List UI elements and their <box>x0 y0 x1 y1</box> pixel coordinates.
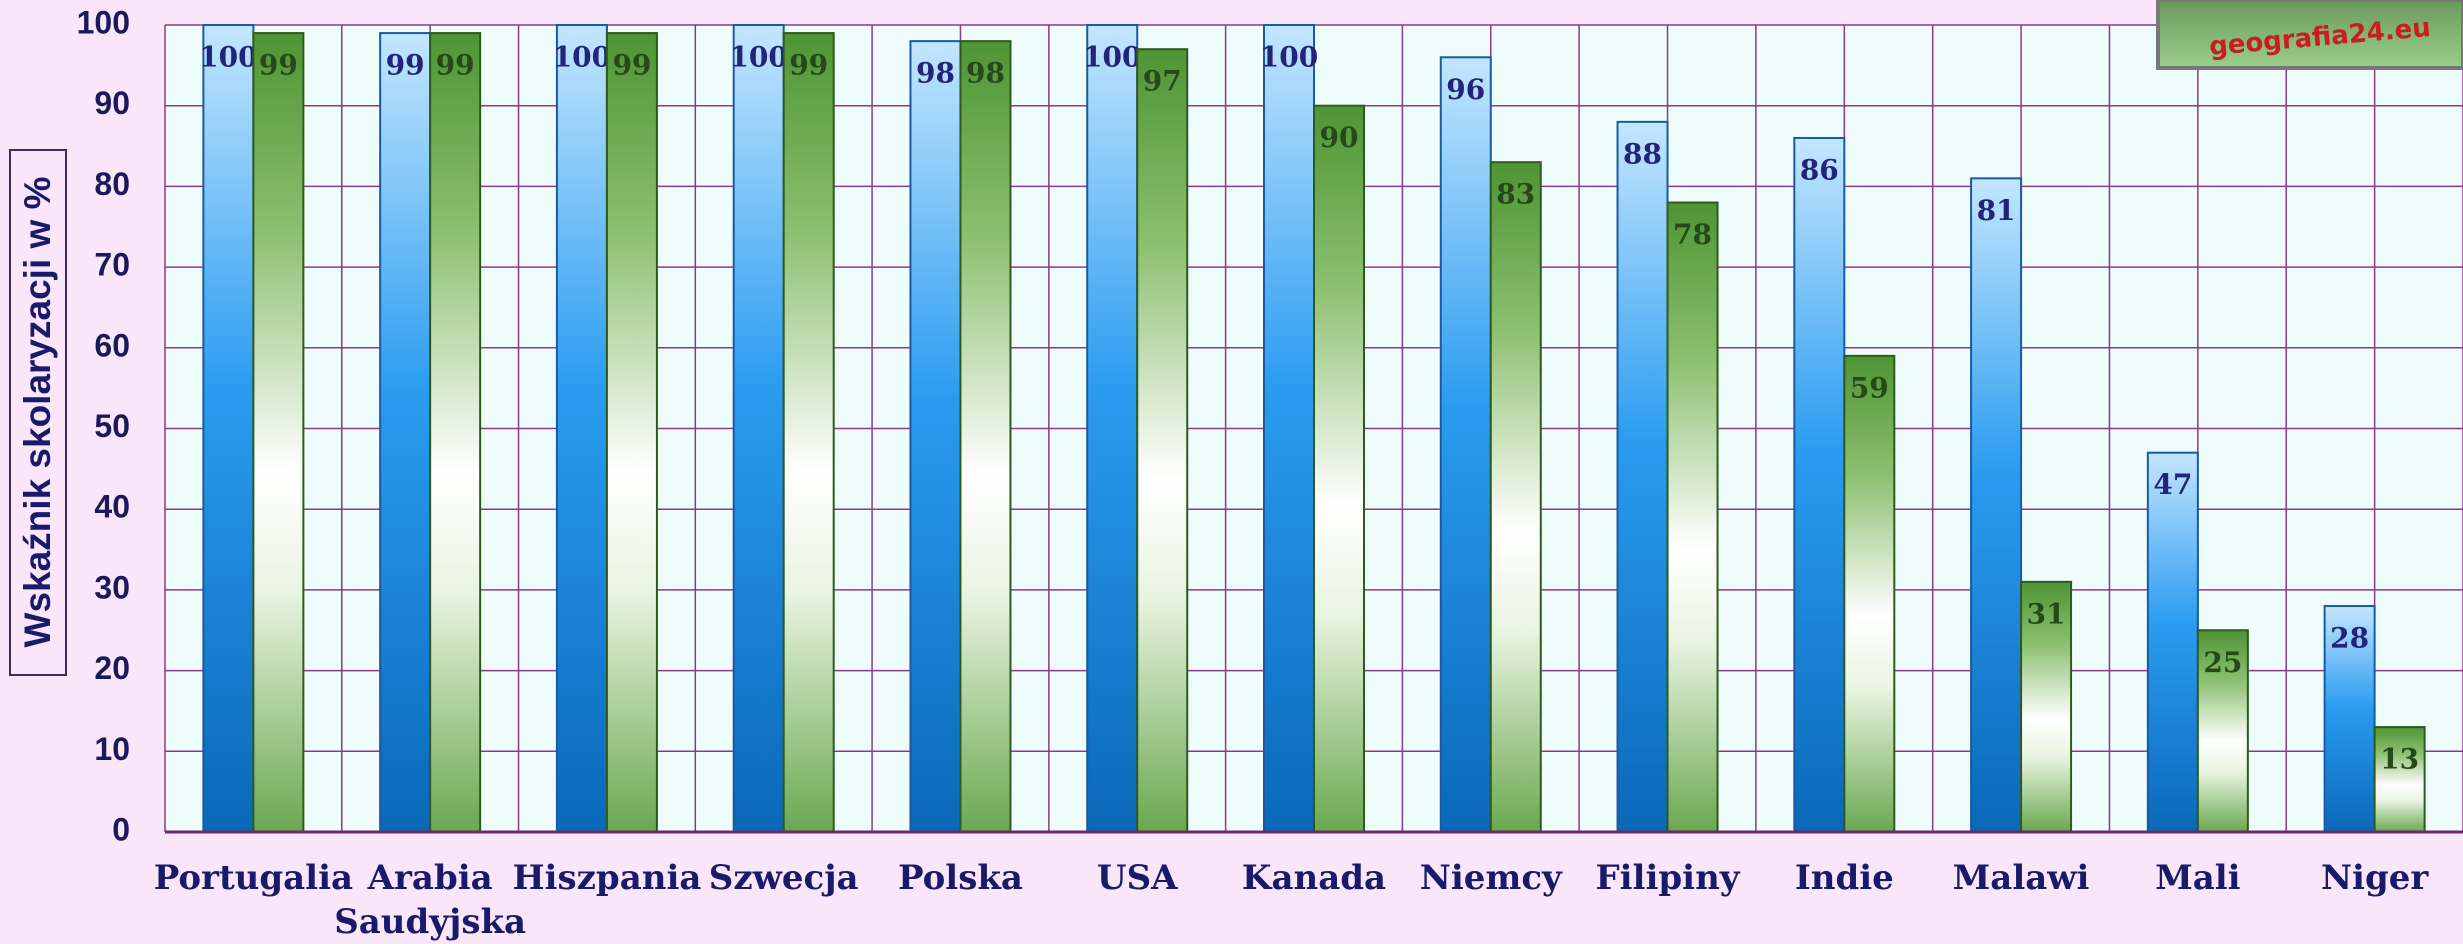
x-tick-label: Indie <box>1795 858 1894 898</box>
bar <box>605 32 658 833</box>
x-tick-label: Niemcy <box>1420 858 1563 898</box>
y-tick-label: 0 <box>112 811 130 847</box>
bar <box>1793 136 1846 834</box>
data-label: 47 <box>2153 468 2192 501</box>
data-label: 99 <box>386 49 425 82</box>
x-tick-label: Portugalia <box>154 858 353 898</box>
data-label: 100 <box>1083 41 1141 74</box>
data-label: 100 <box>729 41 787 74</box>
x-tick-label: Mali <box>2155 858 2241 898</box>
y-tick-label: 60 <box>94 327 130 363</box>
bar <box>429 32 482 833</box>
y-tick-label: 50 <box>94 408 130 444</box>
bar <box>2196 629 2249 833</box>
y-tick-label: 20 <box>94 650 130 686</box>
data-label: 25 <box>2203 646 2242 679</box>
x-tick-label: USA <box>1097 858 1178 898</box>
y-tick-label: 100 <box>77 4 130 40</box>
bar <box>1086 24 1139 833</box>
data-label: 78 <box>1673 218 1712 251</box>
bar <box>1970 177 2023 833</box>
bar <box>2146 451 2199 833</box>
data-label: 99 <box>436 49 475 82</box>
data-label: 59 <box>1850 371 1889 404</box>
bar <box>1843 354 1896 833</box>
x-tick-label: Malawi <box>1953 858 2090 898</box>
x-tick-label: Szwecja <box>709 858 859 898</box>
bar <box>732 24 785 833</box>
bar <box>2323 605 2376 833</box>
data-label: 88 <box>1623 137 1662 170</box>
data-label: 13 <box>2380 743 2419 776</box>
data-label: 100 <box>199 41 257 74</box>
x-tick-label: Filipiny <box>1596 858 1741 898</box>
bar <box>379 32 432 833</box>
x-tick-label: Niger <box>2321 858 2429 898</box>
y-tick-label: 90 <box>94 85 130 121</box>
y-tick-label: 70 <box>94 247 130 283</box>
bar <box>782 32 835 833</box>
bar <box>252 32 305 833</box>
bar <box>1489 161 1542 833</box>
x-tick-label: Kanada <box>1242 858 1386 898</box>
x-tick-label: Arabia Saudyjska <box>334 858 526 942</box>
data-label: 98 <box>966 57 1005 90</box>
bar <box>1439 56 1492 833</box>
y-tick-label: 10 <box>94 731 130 767</box>
y-tick-label: 80 <box>94 166 130 202</box>
data-label: 97 <box>1143 65 1182 98</box>
data-label: 100 <box>1260 41 1318 74</box>
y-axis-title: Wskaźnik skolaryzacji w % <box>17 177 58 648</box>
data-label: 83 <box>1496 178 1535 211</box>
bar <box>909 40 962 833</box>
y-tick-label: 40 <box>94 489 130 525</box>
data-label: 99 <box>259 49 298 82</box>
bar <box>1616 120 1669 833</box>
bar <box>202 24 255 833</box>
data-label: 99 <box>789 49 828 82</box>
data-label: 96 <box>1446 73 1485 106</box>
x-tick-label: Hiszpania <box>512 858 701 898</box>
data-label: 81 <box>1977 194 2016 227</box>
data-label: 99 <box>612 49 651 82</box>
logo <box>2156 0 2463 70</box>
data-label: 86 <box>1800 153 1839 186</box>
x-tick-label: Polska <box>898 858 1023 898</box>
bar <box>1263 24 1315 833</box>
bar <box>2373 726 2426 834</box>
y-tick-label: 30 <box>94 569 130 605</box>
bar <box>959 40 1012 833</box>
bar <box>1313 104 1365 833</box>
bar <box>2020 580 2073 834</box>
data-label: 28 <box>2330 622 2369 655</box>
data-label: 98 <box>916 57 955 90</box>
bar <box>555 24 608 833</box>
axis-title-box <box>9 149 67 676</box>
bar <box>1136 48 1189 833</box>
data-label: 31 <box>2027 597 2066 630</box>
data-label: 90 <box>1320 121 1359 154</box>
bar <box>1666 201 1719 834</box>
data-label: 100 <box>553 41 611 74</box>
